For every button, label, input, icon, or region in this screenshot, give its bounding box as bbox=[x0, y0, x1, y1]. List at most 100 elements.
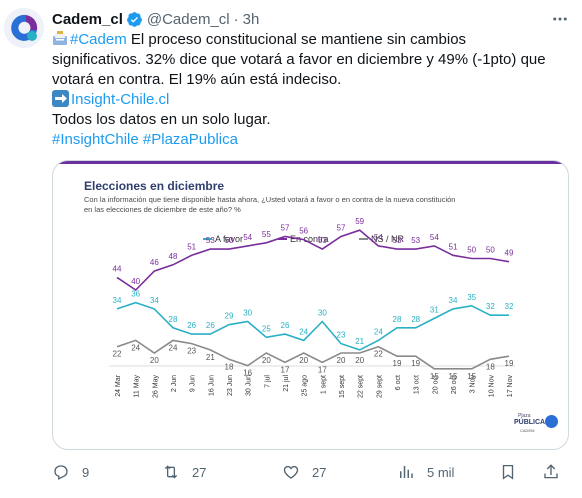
data-label-1-14: 54 bbox=[374, 233, 383, 242]
data-label-0-15: 28 bbox=[393, 315, 402, 324]
brand-sub: CADEM bbox=[520, 428, 535, 433]
cadem-logo-icon bbox=[4, 8, 44, 48]
data-label-1-21: 49 bbox=[505, 249, 514, 258]
data-label-1-18: 51 bbox=[449, 242, 458, 251]
data-label-0-20: 32 bbox=[486, 302, 495, 311]
data-label-1-9: 57 bbox=[281, 223, 290, 232]
data-label-0-13: 21 bbox=[355, 337, 364, 346]
data-label-2-1: 24 bbox=[131, 343, 140, 352]
data-label-0-17: 31 bbox=[430, 305, 439, 314]
data-label-0-2: 34 bbox=[150, 296, 159, 305]
data-label-0-8: 25 bbox=[262, 324, 271, 333]
verified-badge-icon bbox=[126, 11, 142, 27]
like-button[interactable]: 27 bbox=[282, 462, 326, 482]
data-label-0-3: 28 bbox=[169, 315, 178, 324]
more-icon bbox=[553, 17, 567, 21]
data-label-1-0: 44 bbox=[113, 264, 122, 273]
data-label-2-18: 15 bbox=[449, 372, 458, 381]
data-label-2-11: 17 bbox=[318, 365, 327, 374]
data-label-1-13: 59 bbox=[355, 217, 364, 226]
data-label-1-12: 57 bbox=[337, 223, 346, 232]
data-label-1-15: 53 bbox=[393, 236, 402, 245]
card-accent-bar bbox=[53, 161, 568, 164]
timestamp[interactable]: 3h bbox=[242, 10, 260, 28]
x-tick-label-17: 20 oct bbox=[432, 375, 439, 394]
media-card[interactable]: Elecciones en diciembre Con la informaci… bbox=[52, 160, 569, 450]
x-tick-label-18: 26 oct bbox=[451, 375, 458, 394]
data-label-0-16: 28 bbox=[411, 315, 420, 324]
data-label-0-18: 34 bbox=[449, 296, 458, 305]
x-tick-label-2: 26 May bbox=[152, 375, 159, 398]
data-label-0-0: 34 bbox=[113, 296, 122, 305]
more-button[interactable] bbox=[550, 10, 570, 28]
data-label-2-14: 22 bbox=[374, 350, 383, 359]
bookmark-button[interactable] bbox=[499, 462, 517, 482]
insight-chile-link[interactable]: Insight-Chile.cl bbox=[71, 91, 170, 108]
data-label-1-1: 40 bbox=[131, 277, 140, 286]
tweet-line-1: #Cadem El proceso constitucional se mant… bbox=[52, 30, 572, 50]
plaza-publica-logo: Plaza PÚBLICA CADEM bbox=[514, 413, 558, 437]
brand-top: Plaza bbox=[518, 413, 531, 419]
x-tick-label-16: 13 oct bbox=[414, 375, 421, 394]
like-icon bbox=[283, 465, 299, 479]
hashtag-cadem[interactable]: #Cadem bbox=[70, 31, 127, 48]
chart-subtitle-line-2: en las elecciones de diciembre de este a… bbox=[84, 205, 241, 214]
tweet-text: #Cadem El proceso constitucional se mant… bbox=[52, 30, 572, 150]
data-label-1-10: 56 bbox=[299, 227, 308, 236]
data-label-0-6: 29 bbox=[225, 312, 234, 321]
hashtag-insightchile[interactable]: #InsightChile bbox=[52, 131, 139, 148]
data-label-1-3: 48 bbox=[169, 252, 178, 261]
data-label-1-2: 46 bbox=[150, 258, 159, 267]
tweet-line-4: Insight-Chile.cl bbox=[52, 90, 572, 110]
data-label-1-7: 54 bbox=[243, 233, 252, 242]
data-label-1-19: 50 bbox=[467, 246, 476, 255]
reply-count: 9 bbox=[82, 464, 90, 480]
chart-subtitle-line-1: Con la información que tiene disponible … bbox=[84, 195, 456, 204]
x-tick-label-13: 22 sept bbox=[358, 375, 365, 398]
data-label-0-19: 35 bbox=[467, 293, 476, 302]
avatar[interactable] bbox=[4, 8, 44, 48]
right-arrow-emoji bbox=[52, 90, 69, 107]
x-tick-label-1: 11 May bbox=[134, 375, 141, 398]
newspaper-emoji bbox=[52, 30, 68, 46]
hashtag-plazapublica[interactable]: #PlazaPublica bbox=[142, 131, 238, 148]
data-label-0-4: 26 bbox=[187, 321, 196, 330]
tweet-header: Cadem_cl @Cadem_cl · 3h bbox=[52, 9, 259, 29]
author-handle[interactable]: @Cadem_cl bbox=[146, 10, 230, 28]
data-label-0-12: 23 bbox=[337, 331, 346, 340]
tweet-line-3: votará en contra. El 19% aún está indeci… bbox=[52, 71, 342, 88]
data-label-1-5: 53 bbox=[206, 236, 215, 245]
series-line-1 bbox=[116, 229, 510, 292]
x-tick-label-0: 24 Mar bbox=[115, 374, 122, 396]
chart-subtitle: Con la información que tiene disponible … bbox=[84, 195, 554, 215]
x-tick-label-7: 30 Jun bbox=[246, 375, 253, 396]
data-label-0-9: 26 bbox=[281, 321, 290, 330]
x-tick-label-10: 25 ago bbox=[302, 375, 309, 397]
data-label-0-5: 26 bbox=[206, 321, 215, 330]
x-tick-label-19: 3 Nov bbox=[470, 375, 477, 394]
data-label-1-6: 53 bbox=[225, 236, 234, 245]
retweet-button[interactable]: 27 bbox=[162, 462, 206, 482]
series-line-0 bbox=[116, 301, 509, 351]
x-tick-label-3: 2 Jun bbox=[171, 375, 178, 392]
views-count: 5 mil bbox=[427, 464, 455, 480]
data-label-2-20: 18 bbox=[486, 362, 495, 371]
reply-button[interactable]: 9 bbox=[52, 462, 89, 482]
share-icon bbox=[544, 464, 558, 479]
tweet-line-2: significativos. 32% dice que votará a fa… bbox=[52, 51, 546, 68]
author-name[interactable]: Cadem_cl bbox=[52, 10, 123, 28]
data-label-1-20: 50 bbox=[486, 246, 495, 255]
data-label-2-7: 16 bbox=[243, 369, 252, 378]
data-label-1-17: 54 bbox=[430, 233, 439, 242]
share-button[interactable] bbox=[542, 462, 560, 482]
data-label-2-17: 15 bbox=[430, 372, 439, 381]
x-tick-label-8: 7 jul bbox=[264, 375, 271, 388]
data-label-2-5: 21 bbox=[206, 353, 215, 362]
views-button[interactable]: 5 mil bbox=[397, 462, 454, 482]
data-label-2-12: 20 bbox=[337, 356, 346, 365]
retweet-icon bbox=[164, 465, 178, 479]
legend-label-0: A favor bbox=[215, 234, 243, 244]
tweet-line-6: #InsightChile #PlazaPublica bbox=[52, 130, 572, 150]
x-tick-label-20: 10 Nov bbox=[488, 375, 495, 398]
data-label-2-19: 15 bbox=[467, 372, 476, 381]
